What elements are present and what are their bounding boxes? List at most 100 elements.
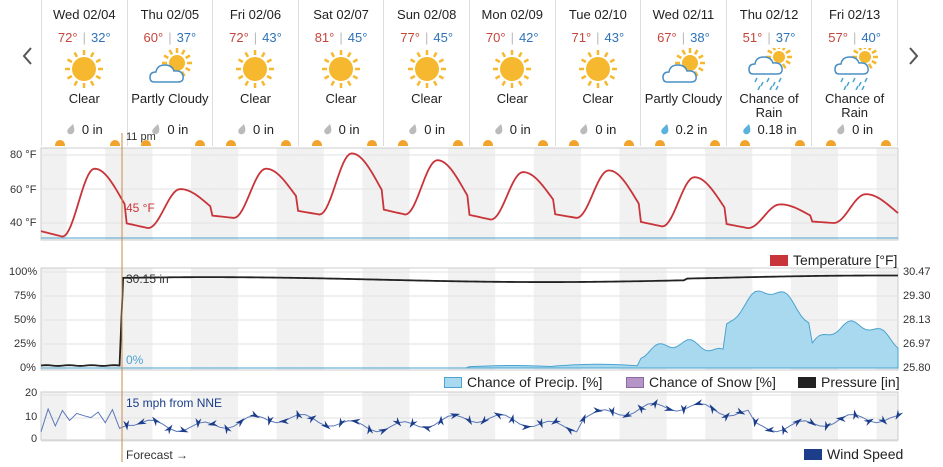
partly-cloudy-weather-icon — [128, 48, 213, 90]
sun-weather-icon — [384, 48, 469, 90]
day-band — [495, 268, 534, 370]
day-precip: 0 in — [299, 122, 384, 137]
legend-temperature[interactable]: Temperature [°F] — [770, 252, 897, 268]
day-high-temp: 72° — [229, 30, 249, 45]
night-band — [790, 392, 813, 440]
night-band — [705, 392, 727, 440]
day-temps: 60° | 37° — [143, 30, 197, 45]
day-card[interactable]: Sun 02/08 77° | 45° Clear 0 in — [384, 0, 470, 146]
day-card[interactable]: Wed 02/04 72° | 32° Clear 0 in — [41, 0, 128, 146]
day-condition: Clear — [239, 91, 272, 106]
wind-direction-arrow-icon — [806, 417, 817, 427]
raindrop-icon — [837, 124, 845, 135]
day-precip: 0.18 in — [727, 122, 812, 137]
wind-direction-arrow-icon — [508, 414, 515, 425]
day-temps: 72° | 32° — [57, 30, 111, 45]
legend-swatch — [770, 254, 788, 266]
day-card[interactable]: Fri 02/13 57° | 40° Chance of Rain 0 in — [812, 0, 898, 146]
wind-direction-arrow-icon — [579, 413, 586, 425]
night-band — [276, 148, 299, 240]
day-card[interactable]: Thu 02/05 60° | 37° Partly Cloudy 0 in — [128, 0, 214, 146]
sunrise-icon — [311, 140, 322, 146]
day-condition: Clear — [68, 91, 100, 106]
wind-direction-arrow-icon — [792, 418, 802, 427]
day-condition: Partly Cloudy — [131, 91, 209, 106]
day-low-temp: 45° — [433, 30, 454, 45]
day-band — [495, 148, 534, 240]
night-band — [41, 268, 67, 370]
legend-precip-chance[interactable]: Chance of Precip. [%] — [444, 374, 602, 390]
legend-pressure[interactable]: Pressure [in] — [798, 374, 900, 390]
daily-forecast-strip: Wed 02/04 72° | 32° Clear 0 in Thu 02/05 6… — [41, 0, 898, 146]
night-band — [383, 268, 410, 370]
wind-direction-arrow-icon — [622, 410, 633, 418]
wind-direction-arrow-icon — [123, 420, 130, 431]
day-low-temp: 37° — [176, 30, 197, 45]
percent-axis-tick: 100% — [9, 266, 38, 278]
day-condition: Clear — [582, 91, 614, 106]
night-band — [362, 392, 384, 440]
wind-direction-arrow-icon — [565, 426, 576, 436]
wind-axis-tick: 10 — [25, 411, 38, 423]
wind-direction-arrow-icon — [152, 416, 161, 427]
wind-direction-arrow-icon — [249, 410, 260, 419]
day-temps: 70° | 42° — [485, 30, 539, 45]
previous-days-arrow-icon[interactable] — [18, 44, 38, 68]
wind-direction-arrow-icon — [693, 399, 704, 406]
day-card[interactable]: Mon 02/09 70° | 42° Clear 0 in — [470, 0, 556, 146]
day-date: Wed 02/04 — [52, 7, 116, 22]
sunrise-icon — [140, 140, 151, 146]
wind-direction-arrow-icon — [637, 404, 647, 414]
day-band — [323, 392, 363, 440]
wind-direction-arrow-icon — [764, 426, 775, 433]
percent-axis-tick: 25% — [14, 338, 37, 350]
current-pressure-label: 30.15 in — [126, 272, 169, 286]
night-band — [469, 392, 496, 440]
partly-cloudy-weather-icon — [641, 48, 726, 90]
day-date: Wed 02/11 — [652, 7, 715, 22]
wind-direction-arrow-icon — [853, 409, 860, 421]
night-band — [876, 392, 898, 440]
day-precip-amount: 0 in — [253, 122, 274, 137]
night-band — [212, 268, 239, 370]
day-low-temp: 43° — [262, 30, 282, 45]
night-band — [41, 148, 67, 240]
wind-direction-arrow-icon — [551, 416, 562, 425]
day-band — [580, 268, 620, 370]
day-high-temp: 70° — [485, 30, 506, 45]
day-card[interactable]: Tue 02/10 71° | 43° Clear 0 in — [556, 0, 642, 146]
pressure-axis-tick: 29.30 — [903, 290, 931, 302]
wind-direction-arrow-icon — [493, 412, 504, 420]
day-band — [152, 268, 191, 370]
day-card[interactable]: Fri 02/06 72° | 43° Clear 0 in — [213, 0, 299, 146]
wind-direction-arrow-icon — [409, 417, 418, 428]
wind-direction-arrow-icon — [392, 416, 402, 427]
night-band — [640, 392, 667, 440]
raindrop-icon — [742, 124, 750, 135]
night-band — [383, 148, 410, 240]
wind-direction-arrow-icon — [895, 409, 904, 420]
day-band — [495, 392, 534, 440]
forecast-label: Forecast → — [126, 448, 189, 462]
sunset-icon — [623, 140, 634, 146]
day-precip-amount: 0 in — [852, 122, 874, 137]
day-card[interactable]: Wed 02/11 67° | 38° Partly Cloudy 0.2 in — [641, 0, 727, 146]
night-band — [126, 268, 153, 370]
legend-label: Wind Speed — [827, 446, 904, 462]
day-card[interactable]: Sat 02/07 81° | 45° Clear 0 in — [299, 0, 385, 146]
night-band — [555, 392, 581, 440]
legend-snow-chance[interactable]: Chance of Snow [%] — [626, 374, 776, 390]
wind-direction-arrow-icon — [164, 424, 173, 435]
day-band — [666, 392, 706, 440]
day-card[interactable]: Thu 02/12 51° | 37° Chance of Rain 0.18 in — [727, 0, 813, 146]
day-date: Thu 02/12 — [739, 7, 799, 22]
day-date: Thu 02/05 — [140, 7, 200, 22]
temp-axis-tick: 60 °F — [10, 184, 37, 196]
day-precip: 0 in — [128, 122, 213, 137]
night-band — [298, 148, 324, 240]
current-temperature-label: 45 °F — [126, 201, 155, 215]
night-band — [469, 148, 496, 240]
wind-direction-arrow-icon — [178, 426, 189, 433]
legend-wind-speed[interactable]: Wind Speed — [804, 446, 903, 462]
next-days-arrow-icon[interactable] — [903, 44, 923, 68]
